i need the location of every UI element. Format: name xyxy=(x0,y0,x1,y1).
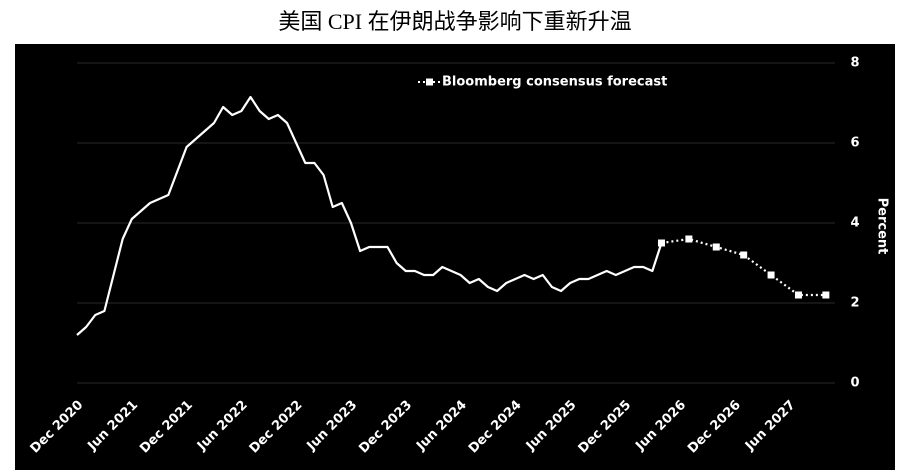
forecast-marker xyxy=(822,291,830,299)
forecast-marker xyxy=(712,243,720,251)
y-tick-label: 4 xyxy=(850,216,859,231)
forecast-marker xyxy=(794,291,802,299)
y-axis-label: Percent xyxy=(875,198,890,255)
forecast-marker xyxy=(657,239,665,247)
y-tick-label: 8 xyxy=(850,56,859,71)
legend-marker xyxy=(426,78,433,86)
y-tick-label: 6 xyxy=(850,136,859,151)
y-tick-label: 2 xyxy=(850,296,859,311)
forecast-marker xyxy=(740,251,748,259)
series-line xyxy=(76,95,663,336)
legend-label: Bloomberg consensus forecast xyxy=(442,75,667,90)
forecast-marker xyxy=(767,271,775,279)
y-tick-label: 0 xyxy=(850,376,859,391)
chart-title: 美国 CPI 在伊朗战争影响下重新升温 xyxy=(278,9,631,34)
plot-background xyxy=(15,44,895,470)
forecast-marker xyxy=(685,235,693,243)
